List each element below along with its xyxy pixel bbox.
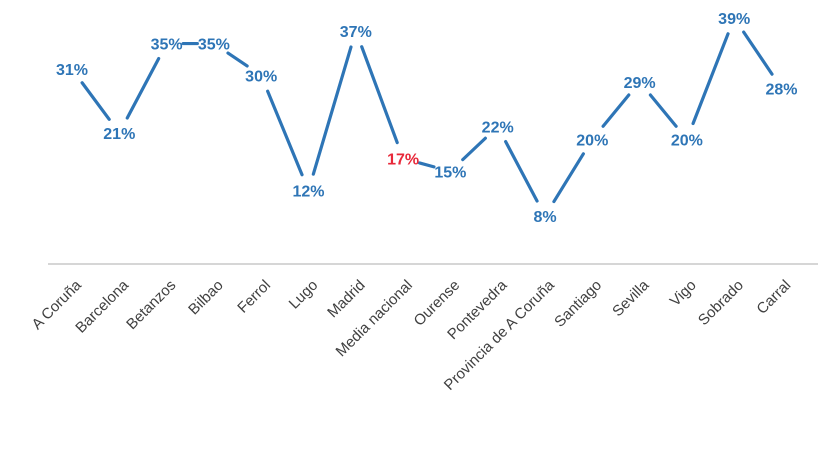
series-segment [461,136,487,162]
x-tick-label: Barcelona [72,276,132,336]
data-label: 22% [482,120,514,137]
data-label: 35% [151,37,183,54]
data-label: 8% [533,209,556,226]
data-label: 31% [56,62,88,79]
x-tick-label: Ferrol [234,277,274,317]
x-tick-label: Santiago [551,277,605,331]
x-tick-label: Bilbao [185,277,227,319]
data-label: 12% [292,183,324,200]
series-segment [417,161,436,169]
data-label: 37% [340,24,372,41]
series-segment [266,89,304,177]
x-tick-label: Sevilla [609,276,653,320]
data-label: 35% [198,37,230,54]
data-label: 20% [576,132,608,149]
x-tick-label: Sobrado [695,277,747,329]
data-label: 29% [624,75,656,92]
plot-area: 31% 21% 35% 35% 30% 12% 37% 17% 15% 22% 8% 20% 29% 20… [29,11,818,394]
series-segment [311,45,353,176]
series-segment [360,45,399,145]
x-tick-label: Vigo [667,277,700,310]
series-segment [80,81,111,121]
x-tick-label: Betanzos [123,277,179,333]
series-segment [226,51,249,68]
data-label: 21% [103,126,135,143]
series-segment [648,93,678,128]
series-segment [742,30,774,76]
series-segment [125,56,161,120]
x-tick-label: Madrid [324,277,368,321]
data-label: 17% [387,152,419,169]
series-segment [552,152,585,204]
data-label: 30% [245,68,277,85]
series-segment [691,32,730,126]
series-segment [504,140,539,203]
data-label: 15% [434,164,466,181]
data-label: 28% [765,81,797,98]
data-label: 39% [718,11,750,28]
series-segment [601,93,631,128]
data-label: 20% [671,132,703,149]
x-tick-label: Carral [753,277,794,318]
x-tick-label: Lugo [286,277,322,313]
